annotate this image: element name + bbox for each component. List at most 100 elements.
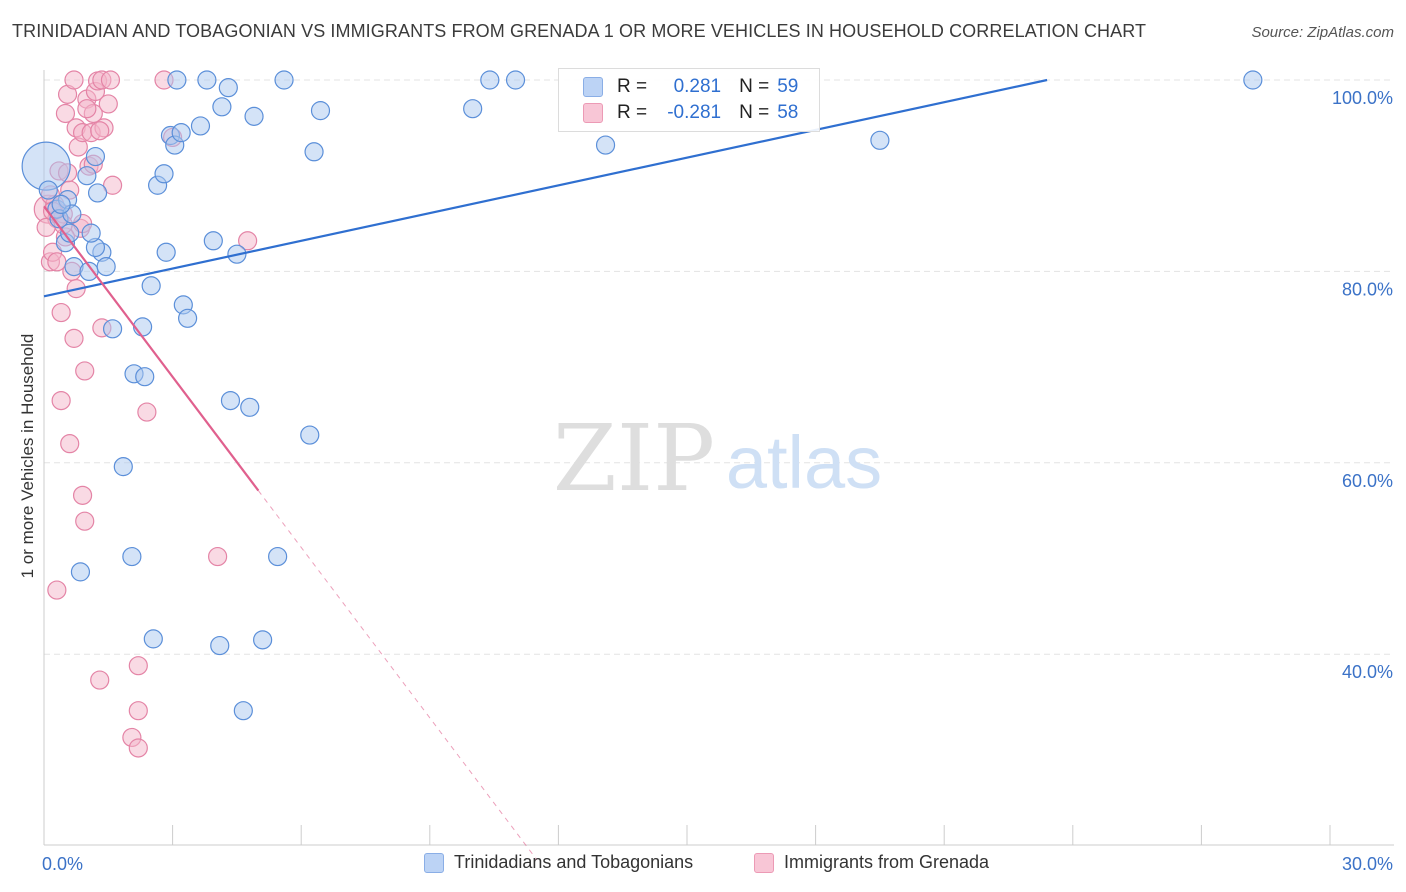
data-point-trinidadian	[143, 629, 163, 649]
data-point-grenada	[47, 580, 67, 600]
data-point-trinidadian	[102, 319, 123, 339]
data-point-grenada	[128, 701, 148, 721]
data-point-grenada	[238, 231, 258, 251]
axes	[43, 70, 1394, 846]
legend-item-trinidadians[interactable]: Trinidadians and Tobagonians	[424, 852, 693, 873]
chart-title: TRINIDADIAN AND TOBAGONIAN VS IMMIGRANTS…	[12, 21, 1147, 41]
r-value: -0.281	[667, 102, 722, 123]
data-point-trinidadian	[51, 194, 71, 215]
legend-item-grenada[interactable]: Immigrants from Grenada	[754, 852, 989, 873]
data-point-trinidadian	[190, 116, 211, 136]
data-point-grenada	[90, 670, 110, 690]
data-point-trinidadian	[310, 101, 331, 121]
data-point-trinidadian	[300, 425, 320, 445]
data-point-trinidadian	[154, 164, 174, 184]
data-point-trinidadian	[178, 308, 198, 328]
grid-lines	[44, 79, 1394, 655]
n-label: N =	[739, 76, 770, 97]
data-point-trinidadian	[240, 397, 260, 417]
data-point-trinidadian	[505, 70, 526, 90]
data-point-grenada	[60, 434, 80, 454]
data-point-grenada	[208, 546, 228, 567]
data-point-trinidadian	[156, 242, 176, 262]
data-point-grenada	[75, 511, 95, 531]
correlation-stats-box: R = 0.281 N = 59 R = -0.281 N = 58	[558, 68, 820, 132]
data-point-grenada	[72, 485, 93, 505]
data-point-trinidadian	[304, 142, 324, 162]
data-point-trinidadian	[203, 231, 223, 251]
data-point-trinidadian	[122, 546, 142, 567]
data-point-trinidadian	[268, 546, 288, 567]
data-point-grenada	[64, 70, 84, 90]
data-point-grenada	[128, 656, 148, 676]
data-point-trinidadian	[212, 97, 232, 117]
watermark: ZIP atlas	[553, 405, 882, 512]
data-point-trinidadian	[463, 99, 483, 119]
n-value: 59	[777, 76, 799, 97]
n-label: N =	[739, 102, 770, 123]
trend-line-grenada-extension	[257, 490, 538, 861]
source-credit: Source: ZipAtlas.com	[1251, 24, 1394, 41]
data-point-grenada	[51, 390, 71, 411]
x-tick-label-min: 0.0%	[42, 854, 83, 874]
tick-labels: 40.0% 60.0% 80.0% 100.0% 0.0% 30.0%	[42, 88, 1393, 874]
legend-swatch-blue	[424, 852, 444, 873]
trend-line-trinidadian	[43, 78, 1048, 298]
data-point-trinidadian	[218, 78, 238, 98]
data-point-trinidadian	[135, 367, 155, 387]
data-point-grenada	[47, 252, 67, 272]
data-point-trinidadian	[171, 123, 191, 143]
data-point-trinidadian	[870, 130, 890, 150]
trend-lines	[43, 78, 1048, 861]
pink-swatch	[583, 103, 603, 123]
data-point-grenada	[90, 121, 110, 141]
data-point-trinidadian	[253, 630, 273, 650]
series-immigrants-from-grenada	[33, 70, 258, 758]
data-point-trinidadian	[210, 635, 230, 656]
data-point-grenada	[137, 402, 157, 422]
data-point-trinidadian	[244, 106, 264, 126]
trend-line-grenada	[43, 205, 260, 492]
y-tick-label: 100.0%	[1332, 88, 1393, 108]
r-value: 0.281	[673, 76, 722, 97]
data-point-trinidadian	[87, 183, 108, 203]
stats-row-pink: R = -0.281 N = 58	[583, 100, 799, 126]
legend-label: Trinidadians and Tobagonians	[454, 852, 694, 872]
stats-row-blue: R = 0.281 N = 59	[583, 74, 799, 100]
data-point-trinidadian	[197, 70, 217, 90]
data-point-grenada	[51, 302, 71, 323]
data-point-grenada	[55, 103, 76, 124]
data-point-trinidadian	[220, 390, 241, 411]
data-point-trinidadian	[595, 135, 616, 155]
data-point-trinidadian	[85, 146, 106, 167]
data-point-grenada	[75, 361, 95, 381]
data-point-trinidadian	[480, 70, 500, 90]
data-point-trinidadian	[77, 166, 97, 186]
y-tick-label: 40.0%	[1342, 662, 1393, 682]
y-tick-label: 80.0%	[1342, 279, 1393, 299]
data-point-trinidadian	[81, 223, 101, 243]
data-point-grenada	[77, 99, 97, 119]
r-label: R =	[617, 102, 648, 123]
y-tick-label: 60.0%	[1342, 471, 1393, 491]
data-point-grenada	[98, 94, 118, 114]
legend-label: Immigrants from Grenada	[784, 852, 990, 872]
data-point-grenada	[100, 70, 121, 90]
data-point-trinidadian	[1243, 70, 1263, 90]
data-point-trinidadian	[96, 257, 116, 277]
data-point-trinidadian	[167, 70, 187, 90]
data-point-trinidadian	[141, 276, 161, 296]
y-axis-label: 1 or more Vehicles in Household	[18, 333, 37, 579]
data-point-trinidadian	[233, 701, 253, 721]
data-point-trinidadian	[274, 70, 294, 90]
data-point-grenada	[102, 175, 123, 195]
data-point-grenada	[64, 328, 84, 348]
blue-swatch	[583, 77, 603, 97]
n-value: 58	[777, 102, 799, 123]
watermark-zip: ZIP	[553, 405, 715, 512]
data-point-trinidadian	[38, 180, 58, 200]
watermark-atlas: atlas	[726, 421, 882, 504]
r-label: R =	[617, 76, 648, 97]
series-trinidadians-and-tobagonians	[21, 70, 1263, 721]
